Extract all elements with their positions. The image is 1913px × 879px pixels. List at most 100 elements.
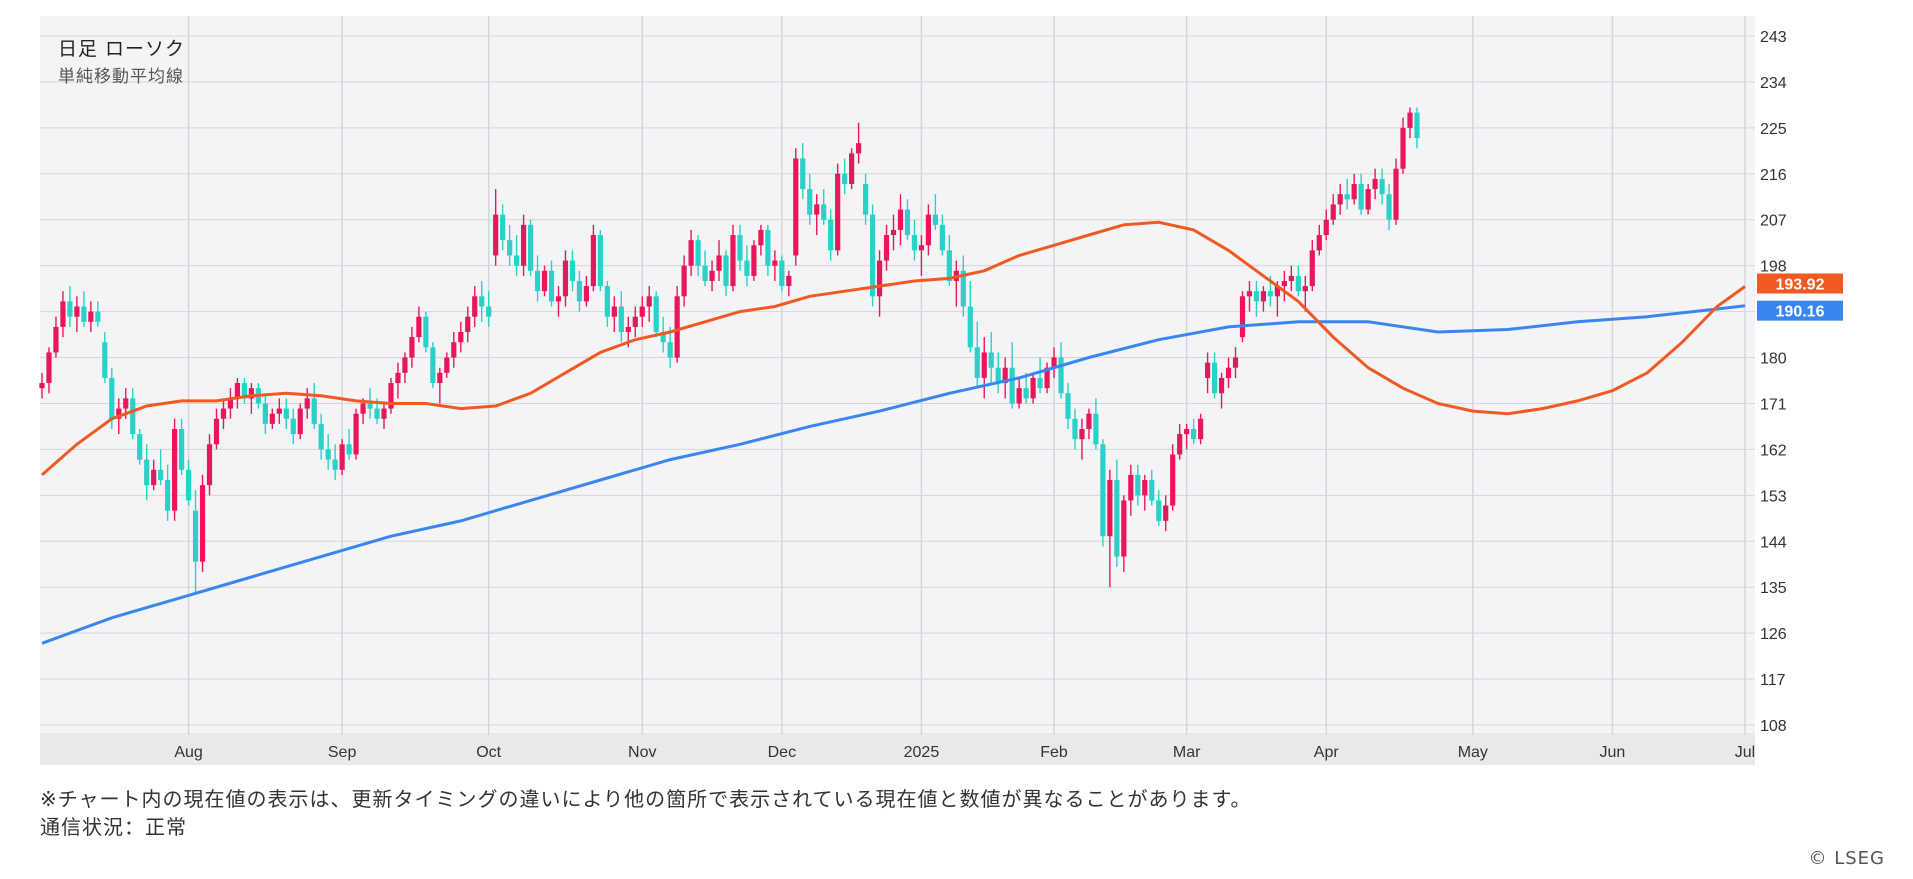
x-tick-label: Apr xyxy=(1314,744,1340,761)
plot-area xyxy=(40,16,1755,735)
candle-body xyxy=(835,173,841,251)
candle-body xyxy=(479,296,485,307)
candle-body xyxy=(1121,500,1127,557)
candle-body xyxy=(639,306,645,317)
candle-body xyxy=(548,270,555,302)
candle-body xyxy=(109,377,115,419)
candle-body xyxy=(360,403,366,414)
candle-body xyxy=(60,301,66,327)
candle-body xyxy=(388,383,394,409)
candle-body xyxy=(527,224,534,271)
candle-body xyxy=(374,408,380,419)
candle-body xyxy=(1253,291,1260,302)
candle-body xyxy=(53,326,59,353)
candle-body xyxy=(172,428,178,511)
candle-body xyxy=(395,372,401,384)
x-tick-label: Jun xyxy=(1600,744,1626,761)
candle-body xyxy=(234,383,241,399)
candle-body xyxy=(562,260,569,297)
candle-body xyxy=(702,265,708,281)
candle-body xyxy=(416,316,422,338)
candle-body xyxy=(444,357,450,373)
candle-body xyxy=(1225,367,1232,378)
candle-body xyxy=(1065,393,1071,419)
chart-title: 日足 ローソク xyxy=(58,38,186,60)
candle-body xyxy=(590,235,596,287)
candle-body xyxy=(849,153,855,185)
candle-body xyxy=(500,214,506,241)
candle-body xyxy=(911,235,918,251)
candle-body xyxy=(514,255,520,266)
y-tick-label: 153 xyxy=(1760,488,1787,505)
y-tick-label: 225 xyxy=(1760,121,1787,138)
y-tick-label: 216 xyxy=(1760,167,1787,184)
candle-body xyxy=(1239,296,1246,338)
candle-body xyxy=(709,270,715,281)
candle-body xyxy=(1142,480,1148,496)
candle-body xyxy=(869,214,876,297)
candle-body xyxy=(1267,291,1274,297)
candle-body xyxy=(1295,275,1301,292)
candle-body xyxy=(632,316,638,327)
candle-body xyxy=(800,158,806,190)
candle-body xyxy=(123,398,129,409)
candle-body xyxy=(158,469,164,481)
candle-body xyxy=(688,240,694,266)
candle-body xyxy=(653,296,659,333)
candle-body xyxy=(807,189,813,215)
candle-body xyxy=(1218,377,1225,394)
candle-body xyxy=(604,286,610,317)
candle-body xyxy=(144,459,150,486)
candle-body xyxy=(409,337,415,358)
candle-body xyxy=(876,260,883,297)
candle-body xyxy=(165,480,171,511)
candle-body xyxy=(1149,480,1155,501)
candle-body xyxy=(402,357,408,373)
candle-body xyxy=(262,403,268,424)
candle-body xyxy=(311,398,317,424)
candle-body xyxy=(1002,367,1008,384)
candle-body xyxy=(1058,357,1064,394)
x-tick-label: May xyxy=(1458,744,1488,761)
candle-body xyxy=(1232,357,1239,368)
moving-average-long-line xyxy=(41,304,1746,645)
candle-body xyxy=(213,418,220,445)
candle-body xyxy=(423,316,429,348)
candle-body xyxy=(597,235,603,287)
candle-body xyxy=(1191,428,1197,440)
candle-body xyxy=(81,306,87,322)
candle-body xyxy=(1023,388,1029,399)
candle-body xyxy=(199,485,206,562)
candle-body xyxy=(786,275,792,287)
candle-body xyxy=(151,469,157,486)
y-tick-label: 198 xyxy=(1760,259,1787,276)
ma-long-value: 190.16 xyxy=(1776,304,1825,321)
candle-body xyxy=(618,306,624,333)
x-tick-label: Sep xyxy=(328,744,357,761)
candle-body xyxy=(1260,291,1267,302)
candle-body xyxy=(185,469,192,501)
candle-body xyxy=(981,352,987,378)
candle-body xyxy=(283,408,289,419)
candle-body xyxy=(660,332,666,343)
candle-body xyxy=(1379,178,1385,195)
candle-body xyxy=(304,398,310,409)
candle-body xyxy=(555,296,562,302)
candle-body xyxy=(862,184,869,215)
candle-body xyxy=(276,408,282,414)
candle-body xyxy=(1288,275,1294,281)
candle-body xyxy=(569,260,576,281)
candle-body xyxy=(1107,480,1113,537)
ma-short-value: 193.92 xyxy=(1776,276,1825,293)
candle-body xyxy=(220,408,227,419)
candle-body xyxy=(367,403,373,409)
candle-body xyxy=(779,260,785,287)
y-tick-label: 108 xyxy=(1760,718,1787,735)
candle-body xyxy=(541,270,548,292)
candle-body xyxy=(821,204,827,220)
candle-body xyxy=(67,301,73,317)
candle-body xyxy=(46,352,52,384)
candle-body xyxy=(897,209,904,230)
candle-body xyxy=(758,229,764,246)
